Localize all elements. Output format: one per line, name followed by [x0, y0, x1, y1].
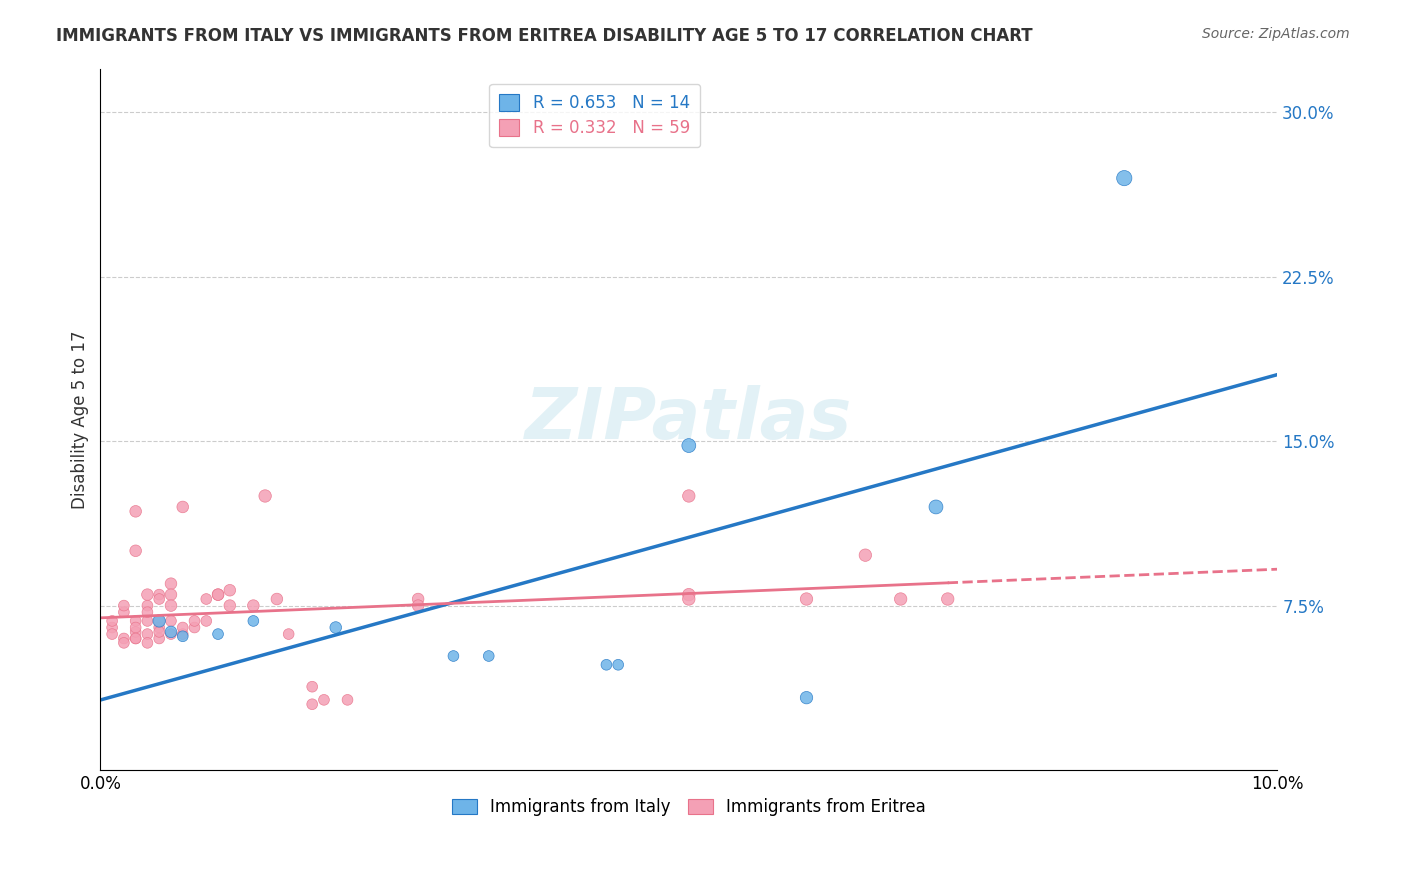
Point [242, 614, 264, 628]
Point [160, 576, 183, 591]
Point [890, 592, 912, 607]
Point [312, 693, 335, 707]
Point [124, 614, 146, 628]
Point [148, 620, 170, 634]
Point [277, 627, 299, 641]
Point [607, 657, 630, 672]
Point [678, 439, 700, 453]
Point [124, 543, 146, 558]
Point [195, 592, 218, 607]
Point [336, 693, 359, 707]
Point [136, 588, 159, 602]
Point [301, 680, 323, 694]
Point [124, 624, 146, 639]
Point [160, 614, 183, 628]
Y-axis label: Disability Age 5 to 17: Disability Age 5 to 17 [72, 330, 89, 508]
Point [112, 605, 135, 619]
Point [148, 632, 170, 646]
Point [136, 614, 159, 628]
Point [136, 636, 159, 650]
Point [325, 620, 347, 634]
Point [160, 599, 183, 613]
Point [218, 599, 240, 613]
Point [172, 629, 194, 643]
Point [124, 632, 146, 646]
Point [796, 592, 818, 607]
Point [136, 605, 159, 619]
Point [853, 548, 876, 562]
Point [207, 588, 229, 602]
Point [101, 620, 124, 634]
Point [266, 592, 288, 607]
Text: Source: ZipAtlas.com: Source: ZipAtlas.com [1202, 27, 1350, 41]
Point [254, 489, 277, 503]
Point [101, 627, 124, 641]
Point [406, 599, 429, 613]
Text: IMMIGRANTS FROM ITALY VS IMMIGRANTS FROM ERITREA DISABILITY AGE 5 TO 17 CORRELAT: IMMIGRANTS FROM ITALY VS IMMIGRANTS FROM… [56, 27, 1033, 45]
Point [195, 614, 218, 628]
Point [183, 614, 205, 628]
Point [936, 592, 959, 607]
Point [148, 588, 170, 602]
Point [124, 632, 146, 646]
Point [124, 620, 146, 634]
Point [112, 632, 135, 646]
Point [148, 614, 170, 628]
Point [112, 636, 135, 650]
Point [148, 614, 170, 628]
Text: ZIPatlas: ZIPatlas [524, 384, 852, 454]
Point [172, 627, 194, 641]
Point [242, 599, 264, 613]
Point [1114, 171, 1136, 186]
Point [925, 500, 948, 514]
Point [478, 648, 501, 663]
Point [160, 624, 183, 639]
Point [207, 588, 229, 602]
Point [183, 620, 205, 634]
Point [172, 500, 194, 514]
Point [136, 627, 159, 641]
Point [148, 592, 170, 607]
Point [441, 648, 464, 663]
Point [136, 599, 159, 613]
Point [148, 624, 170, 639]
Point [160, 588, 183, 602]
Point [678, 588, 700, 602]
Point [172, 620, 194, 634]
Point [678, 592, 700, 607]
Point [301, 698, 323, 712]
Point [160, 627, 183, 641]
Point [112, 599, 135, 613]
Point [678, 489, 700, 503]
Point [101, 614, 124, 628]
Legend: Immigrants from Italy, Immigrants from Eritrea: Immigrants from Italy, Immigrants from E… [444, 790, 934, 825]
Point [124, 504, 146, 518]
Point [406, 592, 429, 607]
Point [207, 627, 229, 641]
Point [796, 690, 818, 705]
Point [595, 657, 617, 672]
Point [218, 583, 240, 598]
